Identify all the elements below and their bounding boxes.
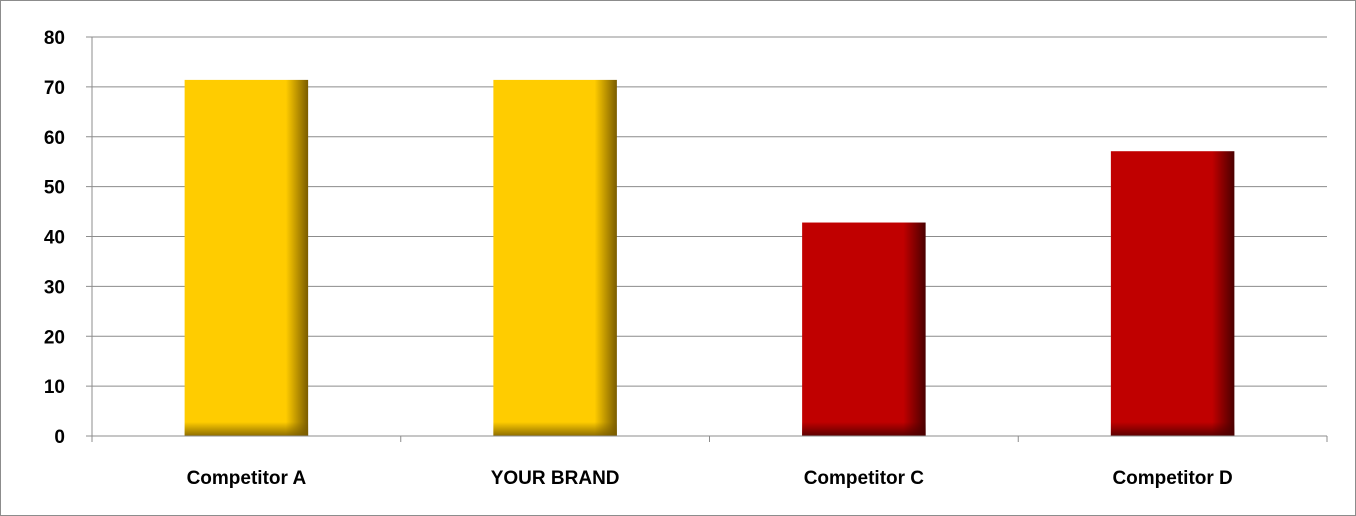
category-labels: Competitor A YOUR BRAND Competitor C Compet… xyxy=(187,468,1233,489)
y-tick-label: 10 xyxy=(44,377,65,398)
bars xyxy=(184,79,1235,436)
bar-base-shade xyxy=(1110,422,1235,436)
y-tick-label: 0 xyxy=(54,427,65,448)
y-tick-label: 50 xyxy=(44,178,65,199)
y-tick-label: 60 xyxy=(44,128,65,149)
bar-base-shade xyxy=(184,422,309,436)
axes xyxy=(86,36,1328,442)
bar xyxy=(184,79,309,436)
x-category-label: YOUR BRAND xyxy=(491,468,620,489)
bar-base-shade xyxy=(493,422,617,436)
x-category-label: Competitor D xyxy=(1112,468,1232,489)
bar xyxy=(493,79,617,436)
y-tick-label: 20 xyxy=(44,327,65,348)
y-tick-label: 30 xyxy=(44,277,65,298)
bar-base-shade xyxy=(802,422,926,436)
y-tick-label: 70 xyxy=(44,78,65,99)
bar-your-brand xyxy=(493,79,617,436)
x-category-label: Competitor A xyxy=(187,468,307,489)
y-tick-labels: 0 10 20 30 40 50 60 70 80 xyxy=(44,28,65,448)
y-tick-label: 80 xyxy=(44,28,65,49)
bar-competitor-c xyxy=(802,222,926,436)
x-category-label: Competitor C xyxy=(804,468,925,489)
bar-competitor-d xyxy=(1110,151,1235,436)
y-tick-label: 40 xyxy=(44,228,65,249)
bar xyxy=(1110,151,1235,436)
bar xyxy=(802,222,926,436)
bar-competitor-a xyxy=(184,79,309,436)
